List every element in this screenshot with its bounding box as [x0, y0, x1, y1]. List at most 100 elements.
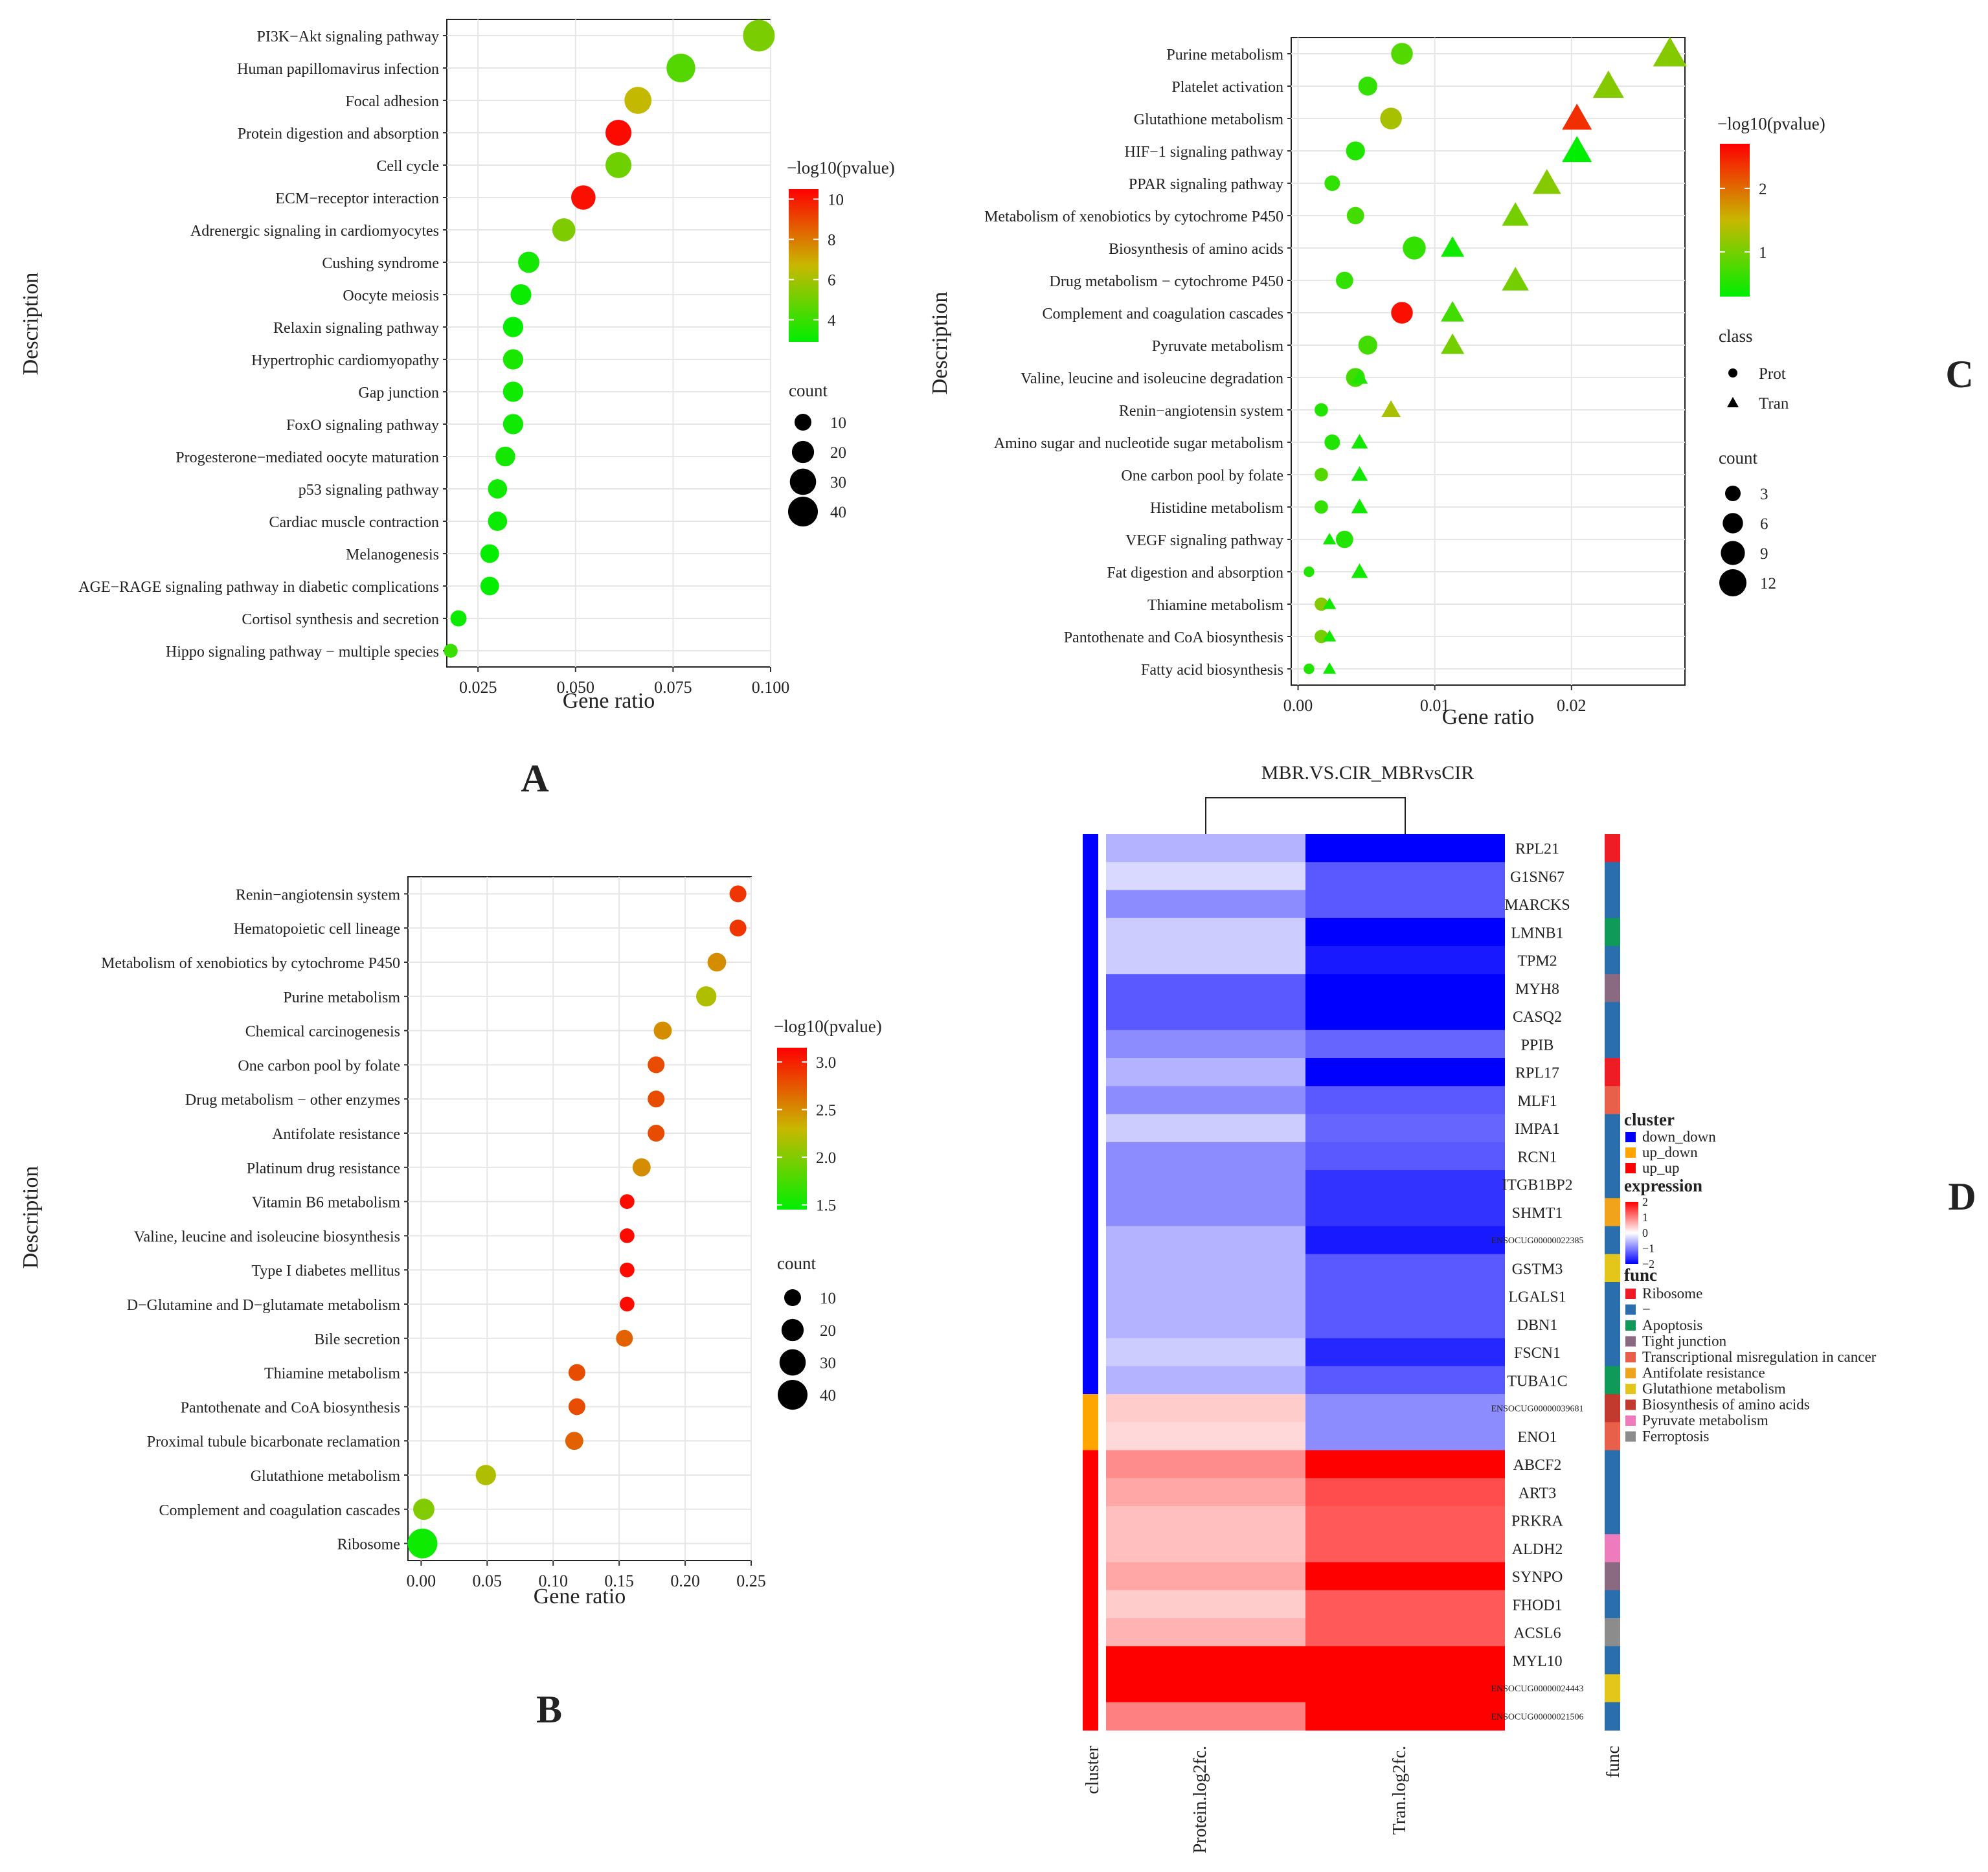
x-tick-label: 0.050	[557, 678, 595, 697]
data-point	[632, 1158, 651, 1177]
data-point	[620, 1194, 635, 1209]
row-label-ensocug00000024443: ENSOCUG00000024443	[1491, 1684, 1583, 1694]
size-legend-label: 10	[830, 414, 846, 432]
heatmap-cell	[1106, 890, 1305, 919]
data-point-triangle	[1502, 267, 1529, 291]
size-legend-label: 40	[830, 504, 846, 521]
panel-a: PI3K−Akt signaling pathway Human papillom…	[19, 19, 895, 800]
row-label-rcn1: RCN1	[1517, 1149, 1557, 1166]
func-cell-apoptosis	[1605, 1366, 1620, 1395]
category-label: AGE−RAGE signaling pathway in diabetic c…	[78, 579, 439, 596]
func-legend-swatch	[1625, 1320, 1636, 1331]
func-cell-pyruvate-metabolism	[1605, 1534, 1620, 1563]
category-label: Platinum drug resistance	[247, 1160, 400, 1177]
data-point	[488, 512, 508, 531]
data-point-triangle	[1351, 499, 1368, 513]
panel-d-func-axis-label: func	[1603, 1746, 1623, 1778]
row-label-rpl17: RPL17	[1515, 1065, 1559, 1082]
color-tick-label: 2	[1759, 181, 1767, 198]
expression-tick-label: −2	[1642, 1257, 1655, 1270]
heatmap-cell	[1106, 1618, 1305, 1647]
color-tick-label: 1.5	[816, 1197, 836, 1215]
panel-b-plot-area	[407, 876, 752, 1561]
data-point	[1358, 335, 1377, 355]
cluster-cell-down-down	[1083, 918, 1098, 947]
data-point	[707, 953, 727, 972]
data-point	[510, 284, 532, 306]
expression-tick-label: 1	[1642, 1211, 1648, 1224]
func-legend-label: Transcriptional misregulation in cancer	[1642, 1349, 1877, 1365]
func-cell-ferroptosis	[1605, 1618, 1620, 1647]
panel-b: Renin−angiotensin system Hematopoietic ce…	[19, 876, 882, 1731]
panel-label-c: C	[1945, 353, 1973, 396]
heatmap-cell	[1305, 1338, 1505, 1367]
category-label: Metabolism of xenobiotics by cytochrome …	[984, 209, 1283, 225]
data-point	[568, 1364, 585, 1381]
cluster-cell-down-down	[1083, 1198, 1098, 1227]
data-point-triangle	[1562, 135, 1592, 163]
row-label-eno1: ENO1	[1517, 1429, 1557, 1446]
heatmap-cell	[1106, 1086, 1305, 1115]
data-point	[620, 1296, 635, 1312]
panel-d-expression-ticks: 2 1 0 −1 −2	[1642, 1195, 1655, 1270]
panel-b-y-axis-title: Description	[19, 1166, 43, 1269]
panel-c-size-legend-title: count	[1719, 448, 1757, 468]
category-label: Valine, leucine and isoleucine biosynthe…	[134, 1228, 400, 1245]
func-cell-none	[1605, 1478, 1620, 1507]
size-legend-label: 6	[1760, 515, 1768, 533]
panel-a-y-axis-title: Description	[19, 273, 43, 376]
cluster-cell-down-down	[1083, 1030, 1098, 1059]
panel-d-func-legend-title: func	[1624, 1265, 1657, 1285]
category-label: Thiamine metabolism	[264, 1366, 400, 1382]
panel-b-x-ticks: 0.00 0.05 0.10 0.15 0.20 0.25	[407, 1561, 766, 1590]
func-cell-none	[1605, 1282, 1620, 1311]
data-point	[1315, 468, 1328, 482]
x-tick-label: 0.10	[538, 1572, 568, 1590]
panel-c-category-labels: Purine metabolism Platelet activation Glut…	[984, 47, 1291, 679]
heatmap-cell	[1305, 1646, 1505, 1675]
data-point	[571, 185, 596, 210]
heatmap-cell	[1106, 862, 1305, 891]
row-label-tuba1c: TUBA1C	[1507, 1373, 1567, 1390]
x-tick-label: 0.25	[736, 1572, 766, 1590]
color-tick-label: 6	[828, 272, 836, 289]
size-legend-label: 3	[1760, 486, 1768, 503]
data-point	[503, 349, 524, 370]
heatmap-cell	[1305, 1030, 1505, 1059]
cluster-cell-down-down	[1083, 1002, 1098, 1031]
panel-a-category-labels: PI3K−Akt signaling pathway Human papillom…	[78, 28, 447, 660]
category-label: ECM−receptor interaction	[275, 190, 439, 207]
size-legend-label: 20	[830, 444, 846, 462]
data-point	[450, 610, 467, 627]
heatmap-cell	[1305, 1394, 1505, 1423]
panel-c-class-legend: Prot Tran	[1727, 365, 1789, 412]
data-point	[565, 1432, 583, 1450]
cluster-cell-up-up	[1083, 1674, 1098, 1703]
data-point	[620, 1262, 635, 1278]
color-tick-label: 8	[828, 232, 836, 249]
heatmap-cell	[1106, 1562, 1305, 1591]
category-label: Hypertrophic cardiomyopathy	[251, 352, 439, 369]
row-label-ensocug00000021506: ENSOCUG00000021506	[1491, 1712, 1583, 1722]
data-point	[444, 644, 458, 658]
category-label: Fat digestion and absorption	[1107, 565, 1283, 581]
heatmap-cell	[1106, 918, 1305, 947]
row-label-lgals1: LGALS1	[1508, 1289, 1566, 1306]
data-point-triangle	[1440, 333, 1465, 354]
size-legend-label: 9	[1760, 545, 1768, 563]
heatmap-cell	[1106, 1198, 1305, 1227]
category-label: Chemical carcinogenesis	[245, 1024, 400, 1041]
heatmap-cell	[1305, 1170, 1505, 1199]
size-legend-dot	[784, 1289, 801, 1306]
data-point	[518, 251, 539, 273]
category-label: HIF−1 signaling pathway	[1124, 144, 1283, 161]
x-tick-label: 0.01	[1420, 696, 1450, 715]
size-legend-label: 12	[1760, 575, 1776, 592]
heatmap-cell	[1305, 1478, 1505, 1507]
data-point	[1358, 76, 1377, 96]
data-point-triangle	[1351, 369, 1368, 384]
size-legend-label: 20	[820, 1322, 836, 1340]
heatmap-cell	[1106, 1226, 1305, 1255]
x-tick-label: 0.025	[459, 678, 497, 697]
